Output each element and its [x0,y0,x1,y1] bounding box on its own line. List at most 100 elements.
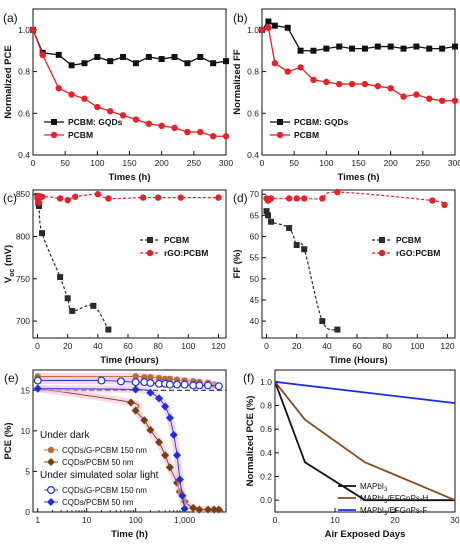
x-tick-label: 120 [211,341,225,351]
data-point [97,376,106,385]
data-point [120,53,127,60]
y-tick-label: 0.6 [247,108,259,118]
legend-label: CQDs/G-PCBM 150 nm [62,486,147,495]
data-point [197,53,204,60]
legend-marker [46,486,55,495]
legend-label: PCBM [294,130,319,140]
legend-label: CQDs/G-PCBM 150 nm [62,446,147,455]
x-tick-label: 120 [440,341,454,351]
data-point [180,504,189,513]
chart-panel-1: (a) 0 50 100 150 200 250 300 0.4 0.6 0.8 1.0 Times (… [3,8,233,183]
x-tick-label: 50 [289,158,299,168]
x-axis-label: Time (Hours) [100,355,158,366]
legend-label: MAPbI3/EFGnPs-F [360,506,427,517]
legend-label: CQDs/PCBM 50 nm [62,498,134,507]
data-point [126,398,135,407]
y-tick-label: 750 [16,274,30,284]
data-point [56,195,64,202]
chart-panel-4: (d) 0 20 40 60 80 100 120 40 45 50 55 60 65 70 Time (Ho… [232,188,456,366]
data-point [310,47,317,54]
data-point [268,218,275,225]
legend-label: PCBM [68,130,93,140]
y-tick-label: 60 [250,232,260,242]
series-line [37,388,219,511]
series-line [261,26,455,102]
data-point [57,274,64,281]
x-tick-label: 250 [187,158,201,168]
data-point [271,60,279,67]
legend-label-suffix: /EFGnPs-H [387,494,428,503]
series-line [274,381,455,502]
series-line [261,20,456,52]
data-point [139,194,147,201]
x-axis-label: Air Exposed Days [325,529,406,540]
data-point [158,56,165,63]
data-point [265,212,272,219]
x-tick-label: 40 [93,341,103,351]
series-line [274,380,456,405]
data-point [210,60,217,67]
data-point [132,116,140,123]
data-point [284,24,291,31]
data-point [146,388,155,397]
data-point [165,463,174,472]
y-tick-label: 70 [250,189,260,199]
y-tick-label: 45 [250,295,260,305]
data-point [284,68,291,75]
data-point [209,133,217,140]
data-point [161,402,170,411]
data-point [155,394,164,403]
data-point [323,45,330,52]
data-point [426,95,433,102]
legend-label-sub: 3 [384,499,388,505]
x-tick-label: 20 [292,341,302,351]
data-point [165,380,174,389]
series-1 [34,192,112,333]
x-tick-label: 100 [90,158,104,168]
annotation-light: Under simulated solar light [40,470,159,481]
data-point [64,295,71,302]
data-point [184,60,191,67]
y-tick-label: 0.2 [260,472,272,482]
data-point [413,43,420,50]
data-point [147,374,154,381]
data-point [107,108,114,115]
y-axis-label: Normalized PCE [3,45,14,118]
series-line [274,381,456,501]
x-tick-label: 40 [322,341,332,351]
data-point [68,91,75,98]
x-tick-label: 1,000 [174,515,196,525]
series-3 [33,376,223,391]
data-point [175,475,184,484]
plot-frame [32,8,227,156]
data-point [203,381,212,390]
y-tick-label: 1.0 [18,25,30,35]
data-point [165,413,174,422]
data-point [214,505,223,514]
data-point [94,53,101,60]
data-point [334,188,341,196]
series-1 [263,208,341,333]
plot-frame [32,189,227,339]
y-tick-label: 55 [250,253,260,263]
data-point [145,53,152,60]
data-point [184,128,191,136]
legend-marker [50,131,58,139]
x-tick-label: 200 [155,158,169,168]
legend-marker [146,249,154,257]
data-point [334,326,341,333]
x-tick-label: 100 [410,341,424,351]
y-tick-label: 1.0 [260,377,272,387]
series-2 [258,24,459,104]
series-1 [259,18,458,54]
panel-label: (d) [233,191,248,205]
y-axis-label: Normalized FF [232,49,243,115]
data-point [441,201,448,208]
data-point [293,195,300,202]
annotation-dark: Under dark [40,430,90,441]
data-point [90,302,97,309]
data-point [180,380,189,389]
y-tick-label: 5 [25,466,30,476]
legend-label: PCBM: GQDs [68,117,123,127]
data-point [265,24,272,31]
